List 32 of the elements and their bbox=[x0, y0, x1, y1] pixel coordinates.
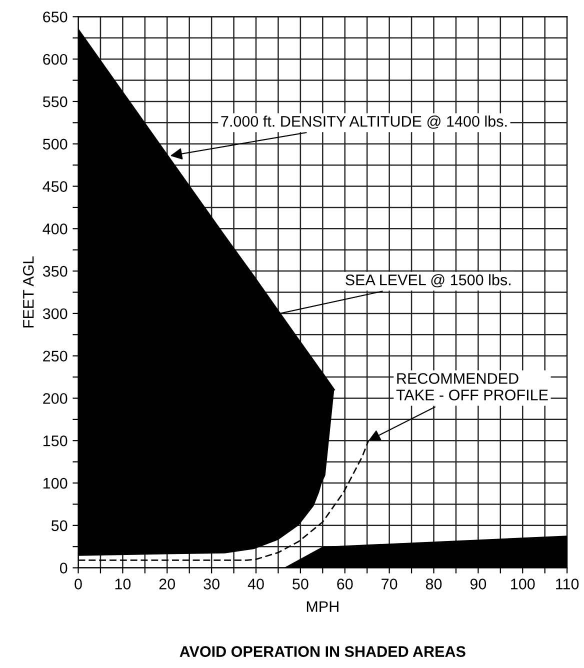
x-tick-label: 100 bbox=[511, 578, 535, 590]
x-tick-label: 0 bbox=[74, 578, 82, 590]
x-tick-label: 90 bbox=[470, 578, 486, 590]
y-tick-label: 250 bbox=[43, 350, 68, 362]
y-tick-label: 450 bbox=[42, 181, 68, 192]
y-tick-label: 350 bbox=[42, 266, 68, 277]
x-tick-label: 40 bbox=[248, 578, 264, 590]
y-tick-label: 100 bbox=[44, 478, 68, 489]
annotation: 7.000 ft. DENSITY ALTITUDE @ 1400 lbs. bbox=[221, 116, 507, 129]
x-tick-label: 60 bbox=[337, 578, 353, 590]
x-tick-label: 20 bbox=[159, 578, 176, 590]
y-tick-label: 550 bbox=[42, 96, 68, 108]
y-tick-label: 500 bbox=[42, 138, 68, 150]
y-tick-label: 400 bbox=[42, 224, 68, 234]
x-tick-label: 30 bbox=[204, 578, 220, 590]
text: AVOID OPERATION IN SHADED AREAS bbox=[180, 646, 466, 657]
x-tick-label: 80 bbox=[426, 578, 442, 590]
x-tick-label: 50 bbox=[292, 578, 308, 590]
x-tick-label: 10 bbox=[115, 578, 131, 590]
y-tick-label: 150 bbox=[44, 435, 68, 446]
y-tick-label: 600 bbox=[43, 54, 68, 65]
y-tick-label: 300 bbox=[42, 308, 68, 320]
y-tick-label: 200 bbox=[43, 393, 68, 404]
annotation: SEA LEVEL @ 1500 lbs. bbox=[346, 274, 510, 288]
x-tick-label: 70 bbox=[382, 578, 398, 590]
y-tick-label: 50 bbox=[51, 520, 68, 532]
x-tick-label: 110 bbox=[556, 578, 579, 590]
x-axis-title: MPH bbox=[306, 601, 338, 612]
annotation: RECOMMENDED TAKE - OFF PROFILE bbox=[396, 373, 548, 400]
y-tick-label: 0 bbox=[60, 562, 68, 574]
y-axis-title: FEET AGL bbox=[22, 256, 34, 328]
y-tick-label: 650 bbox=[43, 12, 68, 22]
